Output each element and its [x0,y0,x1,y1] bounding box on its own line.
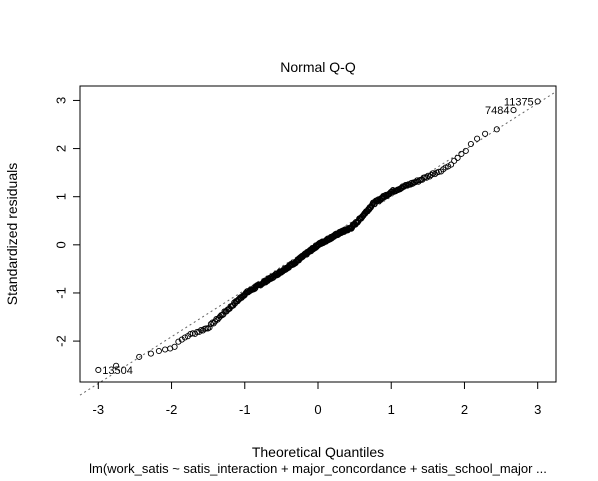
plot-area [79,91,557,396]
qq-point [113,362,120,369]
point-label: 7484 [485,105,509,117]
qq-point [482,130,489,137]
qq-point [136,353,143,360]
y-tick-label: -2 [53,335,68,347]
point-label: 13504 [102,365,133,377]
x-tick-label: 3 [534,402,541,417]
x-tick-label: 0 [314,402,321,417]
qq-point [196,328,203,335]
qq-point [178,336,185,343]
qq-point [230,302,237,309]
x-axis: -3 -2 -1 0 1 2 3 [93,381,541,417]
y-tick-label: 2 [53,145,68,152]
qq-point [423,174,430,181]
qq-point [428,171,435,178]
x-tick-label: 2 [461,402,468,417]
qq-point [474,135,481,142]
y-tick-label: 1 [53,193,68,200]
qq-point [147,350,154,357]
qq-point [435,168,442,175]
model-formula: lm(work_satis ~ satis_interaction + majo… [89,461,547,476]
y-axis: -2 -1 0 1 2 3 [53,97,81,347]
qq-point [451,157,458,164]
qq-point [467,140,474,148]
chart-title: Normal Q-Q [280,59,356,75]
qq-point-outlier [534,98,541,105]
qq-point [162,346,169,353]
qq-point [454,154,461,161]
x-axis-title: Theoretical Quantiles [252,444,384,460]
qq-point [426,173,433,180]
qq-point [204,325,211,332]
qq-point [206,324,213,331]
x-tick-label: -2 [166,402,178,417]
qq-point-outlier [510,107,517,114]
qq-point-outlier [95,366,102,374]
qq-points [95,98,541,374]
x-tick-label: 1 [388,402,395,417]
y-tick-label: 0 [53,241,68,248]
qq-point [181,334,188,341]
qq-point [155,347,162,355]
qq-point [171,343,178,350]
qq-point [448,161,455,168]
y-tick-label: -1 [53,287,68,299]
qq-point [493,126,500,133]
y-tick-label: 3 [53,97,68,104]
qq-point [458,150,465,157]
x-tick-label: -3 [93,402,105,417]
qq-point [187,330,194,338]
qq-point [462,147,469,154]
y-axis-title: Standardized residuals [4,163,20,305]
x-tick-label: -1 [239,402,251,417]
plot-frame [79,85,557,383]
point-label: 11375 [504,96,534,108]
qq-point [207,320,214,328]
reference-line [79,91,557,396]
